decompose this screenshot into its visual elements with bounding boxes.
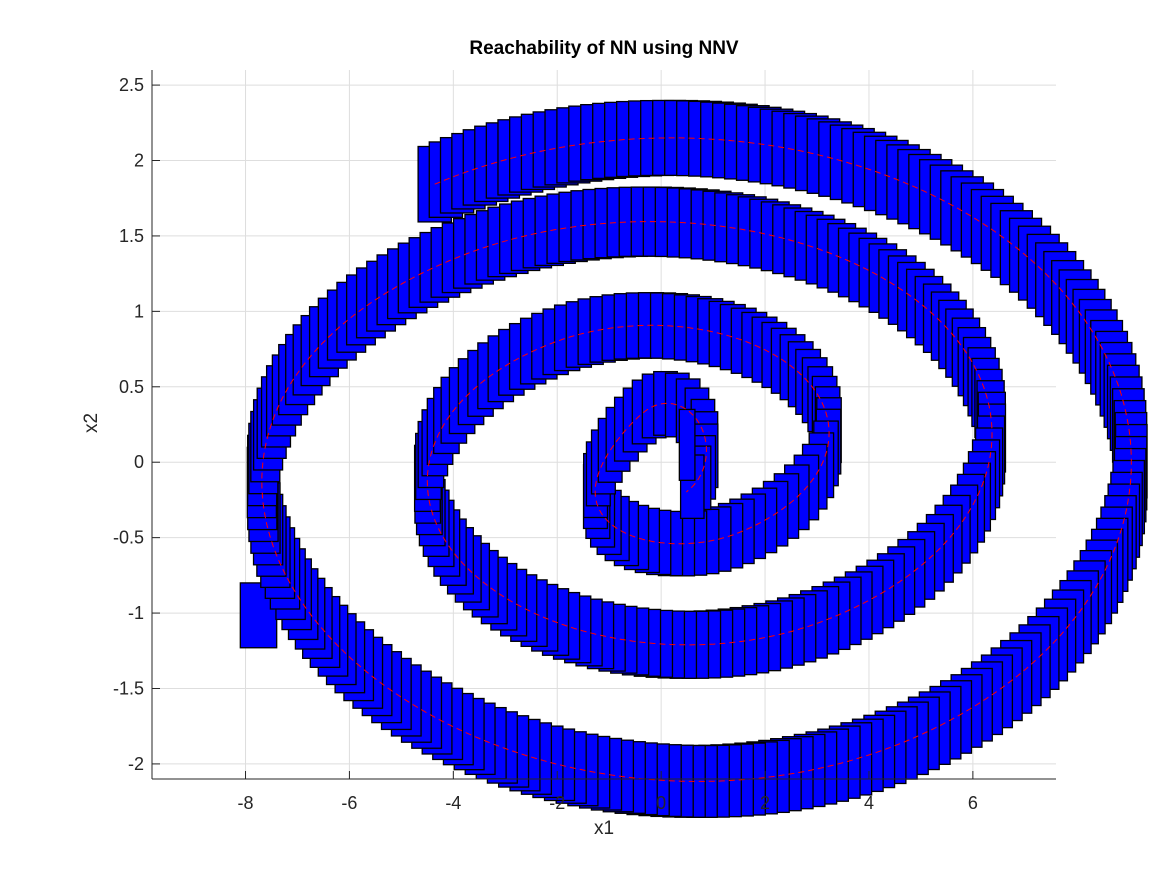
y-tick-label: 2 — [134, 151, 144, 171]
x-tick-label: -8 — [238, 793, 254, 813]
x-tick-label: -4 — [445, 793, 461, 813]
y-tick-label: -1.5 — [113, 678, 144, 698]
x-tick-label: -2 — [549, 793, 565, 813]
simulation-trace — [261, 137, 1132, 782]
y-tick-label: 1 — [134, 301, 144, 321]
x-tick-label: 6 — [968, 793, 978, 813]
chart-title: Reachability of NN using NNV — [469, 38, 739, 59]
x-tick-label: 4 — [864, 793, 874, 813]
x-tick-label: 0 — [656, 793, 666, 813]
trace-line — [261, 137, 1132, 782]
x-tick-label: 2 — [760, 793, 770, 813]
y-tick-label: 0 — [134, 452, 144, 472]
axes — [151, 70, 1056, 780]
y-tick-label: 2.5 — [119, 75, 144, 95]
y-tick-label: -0.5 — [113, 528, 144, 548]
y-tick-label: -2 — [128, 754, 144, 774]
y-tick-label: -1 — [128, 603, 144, 623]
y-tick-label: 0.5 — [119, 377, 144, 397]
x-axis-label: x1 — [593, 818, 615, 839]
y-tick-label: 1.5 — [119, 226, 144, 246]
y-axis-label: x2 — [81, 412, 102, 434]
tick-labels: -8 -6 -4 -2 0 2 4 6 -2 -1.5 -1 -0.5 0 0.5 1 1.5 2 2.5 — [113, 75, 978, 813]
reach-box — [678, 408, 696, 481]
x-tick-label: -6 — [341, 793, 357, 813]
